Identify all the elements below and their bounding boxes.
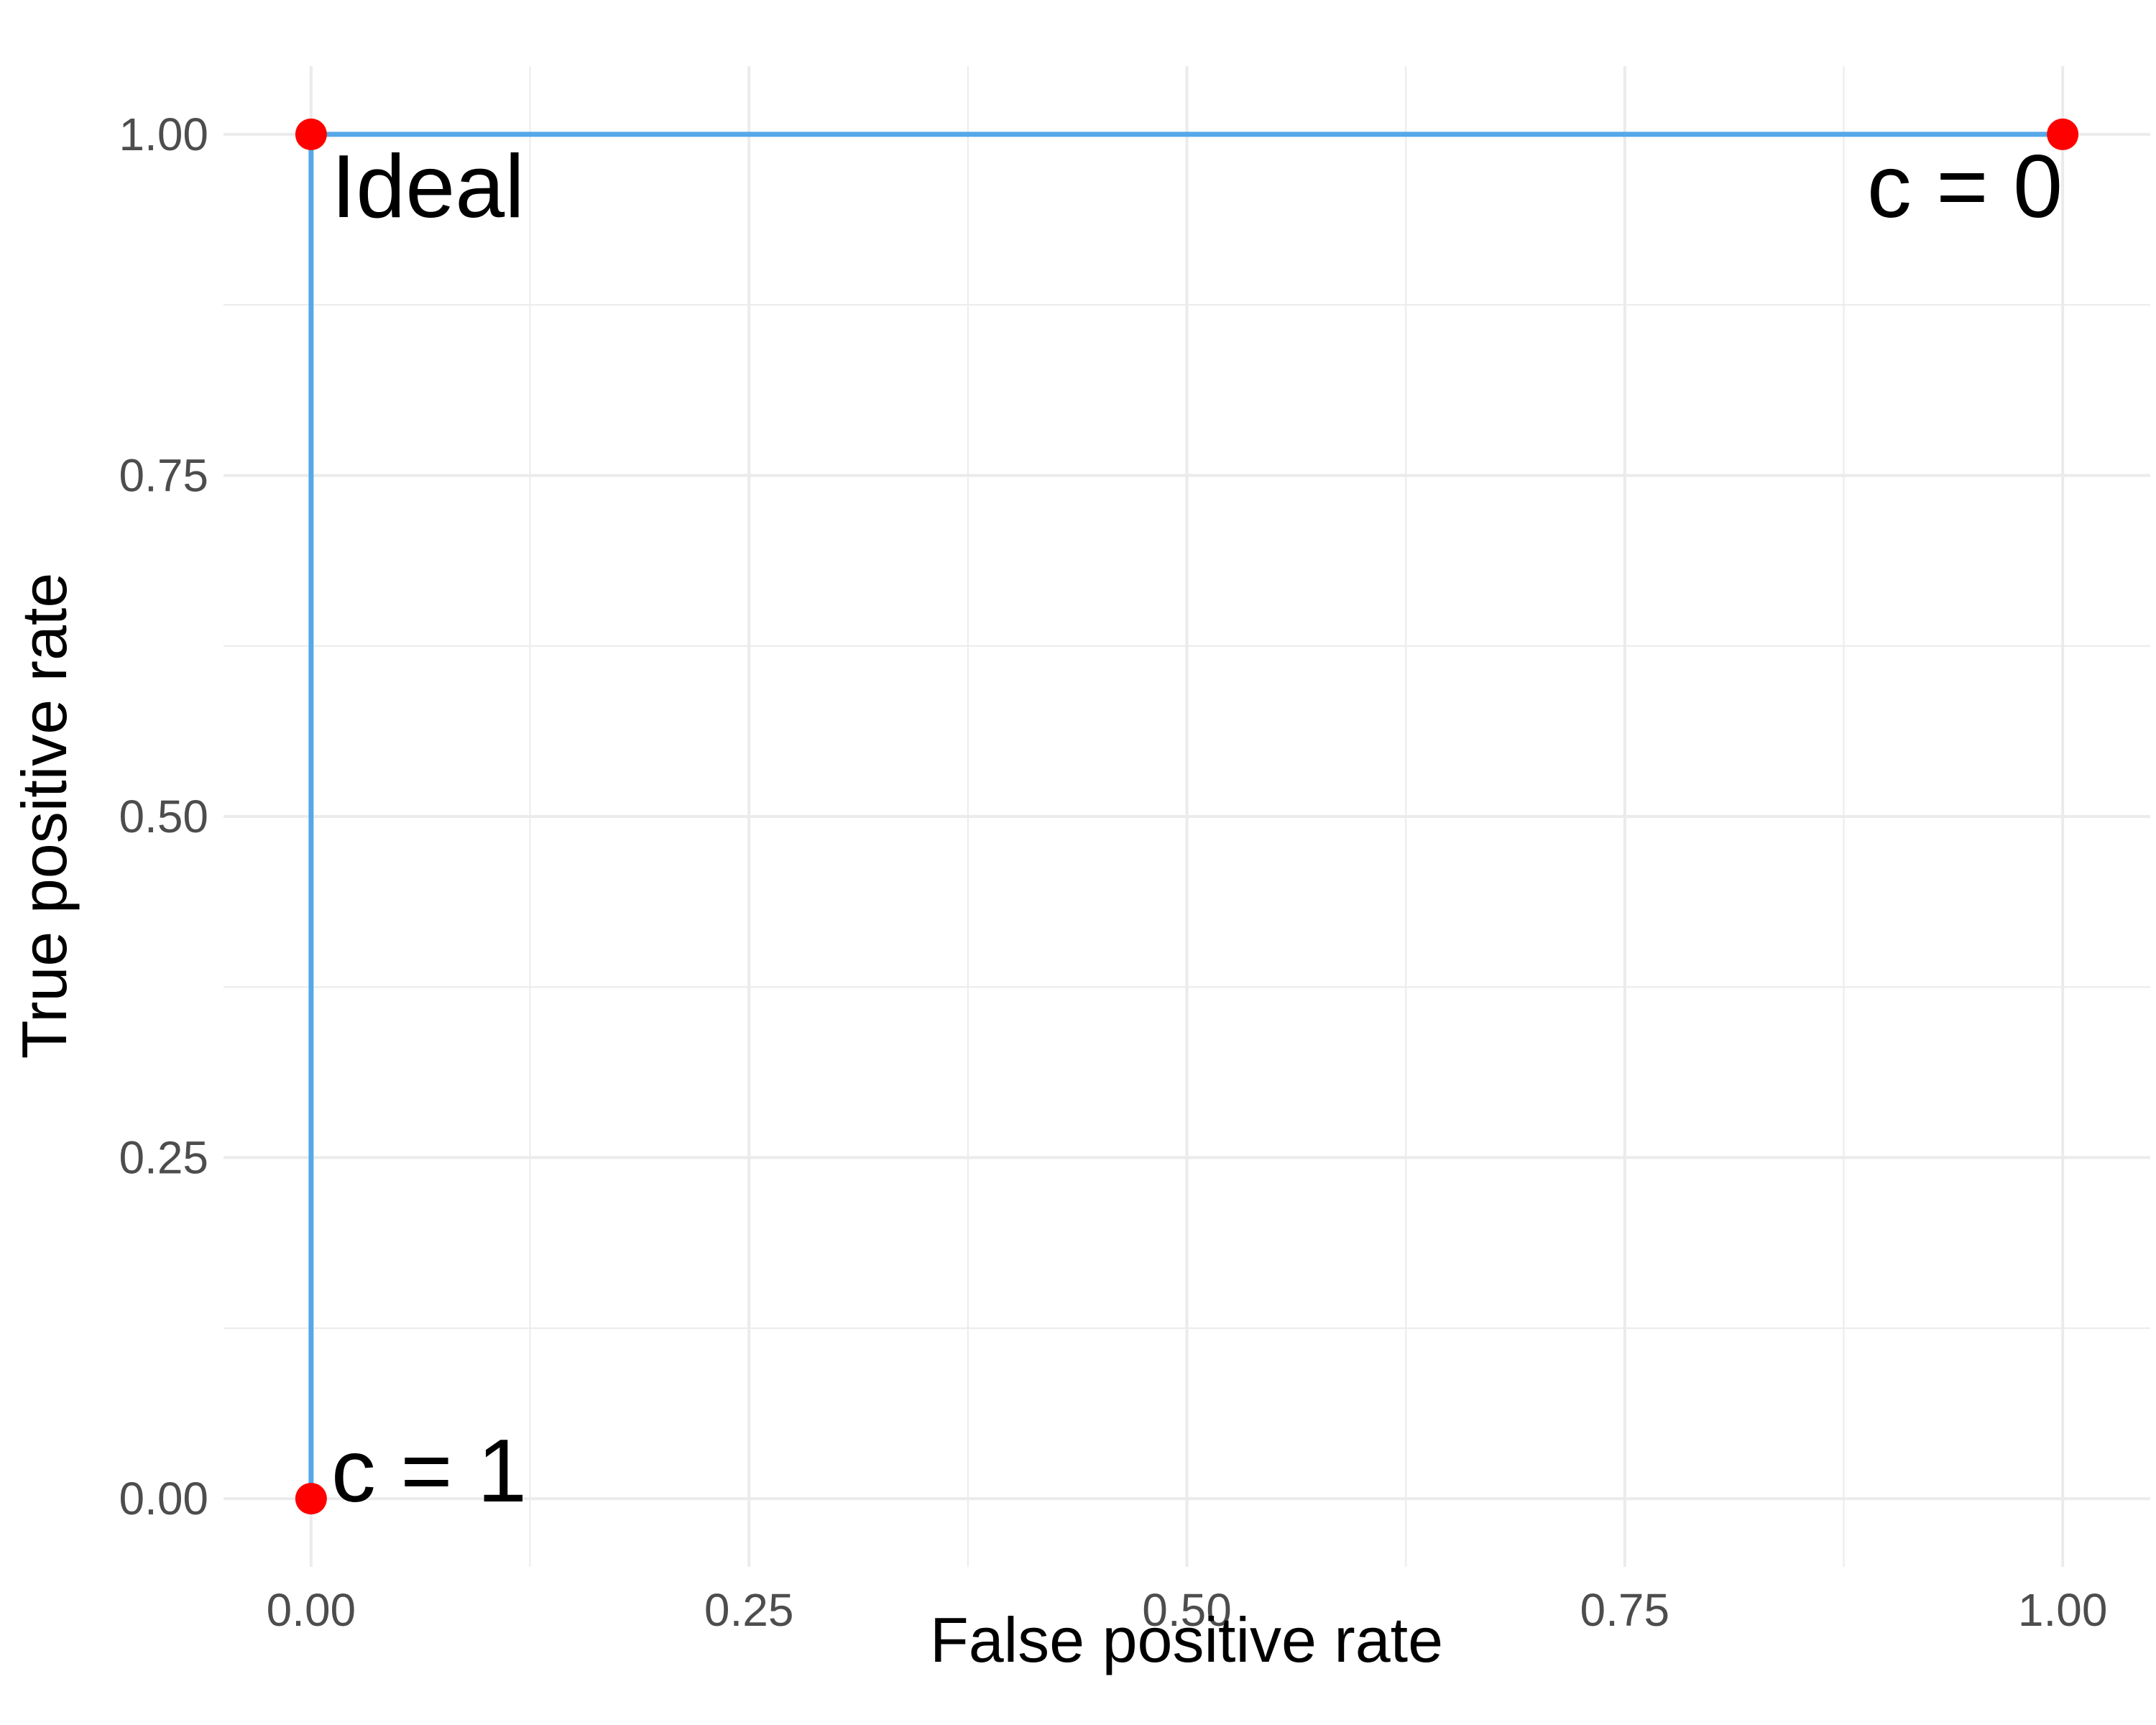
points-layer	[295, 118, 2079, 1515]
y-tick-label-1: 0.25	[119, 1132, 208, 1184]
annotation-2: c = 1	[331, 1422, 527, 1521]
y-tick-label-4: 1.00	[119, 109, 208, 160]
y-tick-label-3: 0.75	[119, 449, 208, 501]
point-1	[2047, 118, 2079, 150]
x-axis-title: False positive rate	[930, 1604, 1443, 1675]
x-tick-label-4: 1.00	[2018, 1584, 2108, 1636]
annotations-layer: Ideal c = 0 c = 1	[331, 137, 2063, 1521]
y-tick-label-0: 0.00	[119, 1473, 208, 1524]
x-tick-label-1: 0.25	[704, 1584, 794, 1636]
x-tick-label-0: 0.00	[267, 1584, 356, 1636]
annotation-0: Ideal	[331, 137, 525, 236]
x-tick-label-2: 0.50	[1142, 1584, 1232, 1636]
major-gridlines	[224, 66, 2150, 1567]
y-axis-ticks: 0.00 0.25 0.50 0.75 1.00	[119, 109, 208, 1524]
y-axis-title: True positive rate	[9, 573, 80, 1059]
y-tick-label-2: 0.50	[119, 791, 208, 842]
x-axis-ticks: 0.00 0.25 0.50 0.75 1.00	[267, 1584, 2108, 1636]
point-0	[295, 118, 327, 150]
x-tick-label-3: 0.75	[1580, 1584, 1670, 1636]
annotation-1: c = 0	[1867, 137, 2063, 236]
point-2	[295, 1483, 327, 1515]
